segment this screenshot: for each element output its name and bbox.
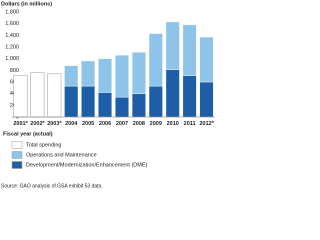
legend-label: Development/Modernization/Enhancement (D… xyxy=(26,162,148,168)
category-note: a xyxy=(26,120,28,124)
x-tick-label: 2007 xyxy=(116,121,128,127)
legend-swatch xyxy=(11,151,23,159)
x-tick-label: 2006 xyxy=(99,121,111,127)
x-tick-label: 2002a xyxy=(30,120,44,128)
bar xyxy=(13,75,28,118)
x-tick-label: 2004 xyxy=(65,121,78,127)
bar-segment xyxy=(81,60,96,87)
legend-label: Total spending xyxy=(26,142,61,148)
legend-swatch xyxy=(11,141,23,149)
bar-segment xyxy=(64,85,79,118)
y-tick-label: 1,000 xyxy=(5,56,19,62)
bar xyxy=(30,72,45,118)
x-tick-label: 2005 xyxy=(82,121,94,127)
bar-segment xyxy=(98,58,112,93)
bar-segment xyxy=(199,81,214,118)
category-label: 2005 xyxy=(82,121,94,127)
bar-segment xyxy=(165,21,180,70)
category-note: a xyxy=(59,120,61,124)
bar-segment xyxy=(131,52,146,94)
bar-segment xyxy=(148,33,163,87)
x-tick-label: 2001a xyxy=(13,120,27,128)
bar-segment xyxy=(98,92,112,118)
category-label: 2008 xyxy=(133,121,145,127)
x-tick-label: 2009 xyxy=(150,121,162,127)
category-label: 2012 xyxy=(199,121,211,127)
category-note: b xyxy=(212,120,214,124)
y-tick-label: 1,400 xyxy=(5,33,19,39)
y-tick-label: 1,800 xyxy=(5,9,19,15)
category-label: 2003 xyxy=(47,121,59,127)
x-tick-label: 2012b xyxy=(199,120,213,128)
category-label: 2002 xyxy=(30,121,42,127)
y-axis-label: Dollars (in millions) xyxy=(1,1,52,7)
category-note: a xyxy=(43,120,45,124)
legend-label: Operations and Maintenance xyxy=(26,152,97,158)
x-tick-label: 2008 xyxy=(133,121,145,127)
category-label: 2001 xyxy=(13,121,25,127)
category-label: 2010 xyxy=(167,121,179,127)
chart: Dollars (in millions) Fiscal year (actua… xyxy=(1,1,215,189)
x-tick-label: 2010 xyxy=(167,121,179,127)
category-label: 2006 xyxy=(99,121,111,127)
category-label: 2004 xyxy=(65,121,78,127)
category-label: 2011 xyxy=(184,121,196,127)
y-tick-label: 0 xyxy=(16,114,19,120)
y-tick-label: 800 xyxy=(10,68,19,74)
bar-segment xyxy=(148,85,163,118)
y-tick-label: 1,200 xyxy=(5,44,19,50)
x-axis-label: Fiscal year (actual) xyxy=(3,131,53,137)
source-note: Source: GAO analysis of GSA exhibit 53 d… xyxy=(1,183,103,189)
legend-swatch xyxy=(11,161,23,169)
category-label: 2007 xyxy=(116,121,128,127)
bar-segment xyxy=(131,93,146,118)
category-label: 2009 xyxy=(150,121,162,127)
bar-segment xyxy=(115,96,129,118)
bar-segment xyxy=(182,75,197,118)
bar-segment xyxy=(115,54,129,98)
bar-segment xyxy=(81,85,96,118)
x-tick-label: 2003a xyxy=(47,120,61,128)
bar-segment xyxy=(182,24,197,76)
bar-segment xyxy=(165,69,180,118)
bar-segment xyxy=(199,36,214,83)
x-tick-label: 2011 xyxy=(184,121,196,127)
bar-segment xyxy=(64,65,79,87)
bar xyxy=(47,73,62,118)
y-tick-label: 1,600 xyxy=(5,21,19,27)
